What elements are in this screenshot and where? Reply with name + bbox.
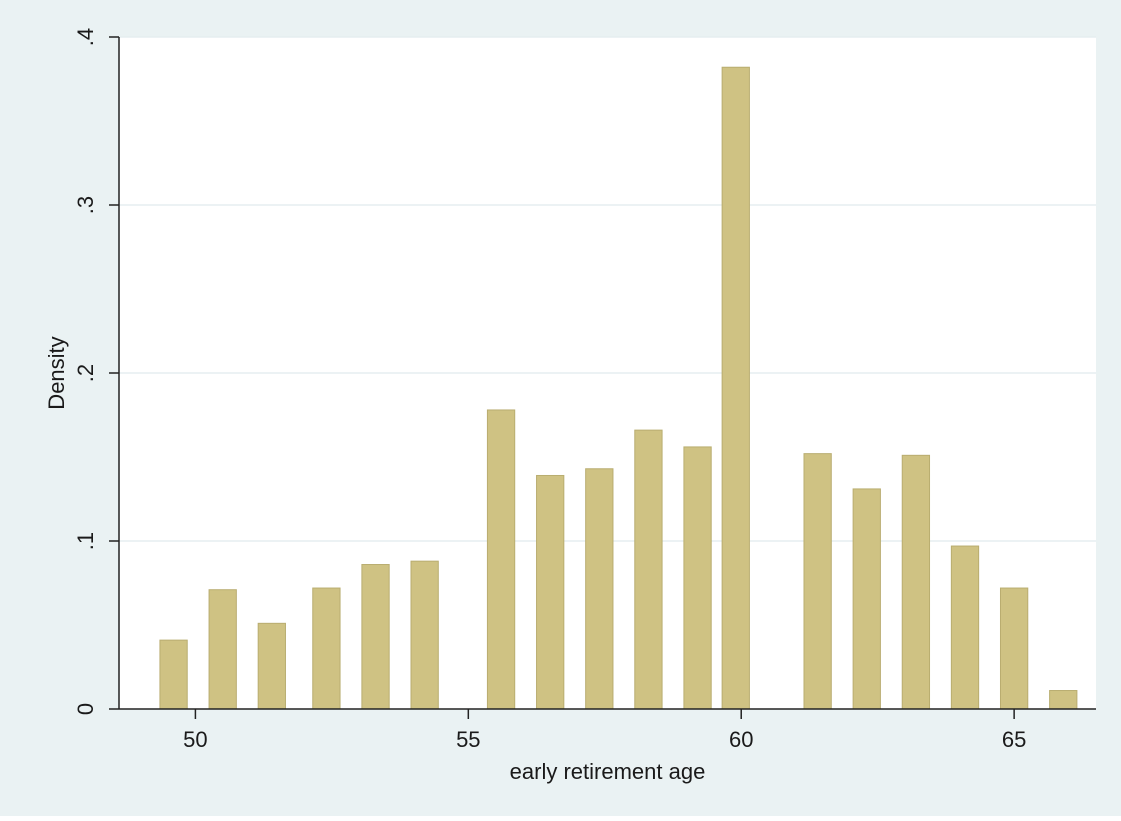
histogram-bar xyxy=(159,639,188,710)
histogram-bar xyxy=(536,474,565,710)
histogram-bar xyxy=(410,560,439,710)
histogram-bar xyxy=(585,468,614,710)
x-axis-label: early retirement age xyxy=(510,759,706,784)
histogram-bar xyxy=(950,545,980,710)
y-axis-label: Density xyxy=(44,336,69,409)
histogram-bar xyxy=(721,66,750,710)
y-tick-label: .3 xyxy=(73,196,98,214)
x-axis-ticks: 50 55 60 65 xyxy=(183,709,1026,752)
x-tick-label: 60 xyxy=(729,727,753,752)
histogram-bar xyxy=(852,488,881,710)
x-tick-label: 65 xyxy=(1002,727,1026,752)
y-tick-label: .1 xyxy=(73,532,98,550)
y-tick-label: .4 xyxy=(73,28,98,46)
histogram-bar xyxy=(1049,690,1078,710)
histogram-bar xyxy=(312,587,341,710)
histogram-bar xyxy=(486,409,516,710)
histogram-bar xyxy=(361,564,390,710)
histogram-bar xyxy=(803,453,832,710)
histogram-bar xyxy=(901,454,931,710)
y-axis-ticks: 0 .1 .2 .3 .4 xyxy=(73,28,119,715)
histogram-bar xyxy=(683,446,712,710)
histogram-bar xyxy=(257,622,286,710)
y-tick-label: .2 xyxy=(73,364,98,382)
y-tick-label: 0 xyxy=(73,703,98,715)
histogram-bar xyxy=(999,587,1029,710)
x-tick-label: 55 xyxy=(456,727,480,752)
x-tick-label: 50 xyxy=(183,727,207,752)
histogram-bar xyxy=(634,429,663,710)
histogram-bar xyxy=(208,589,237,710)
